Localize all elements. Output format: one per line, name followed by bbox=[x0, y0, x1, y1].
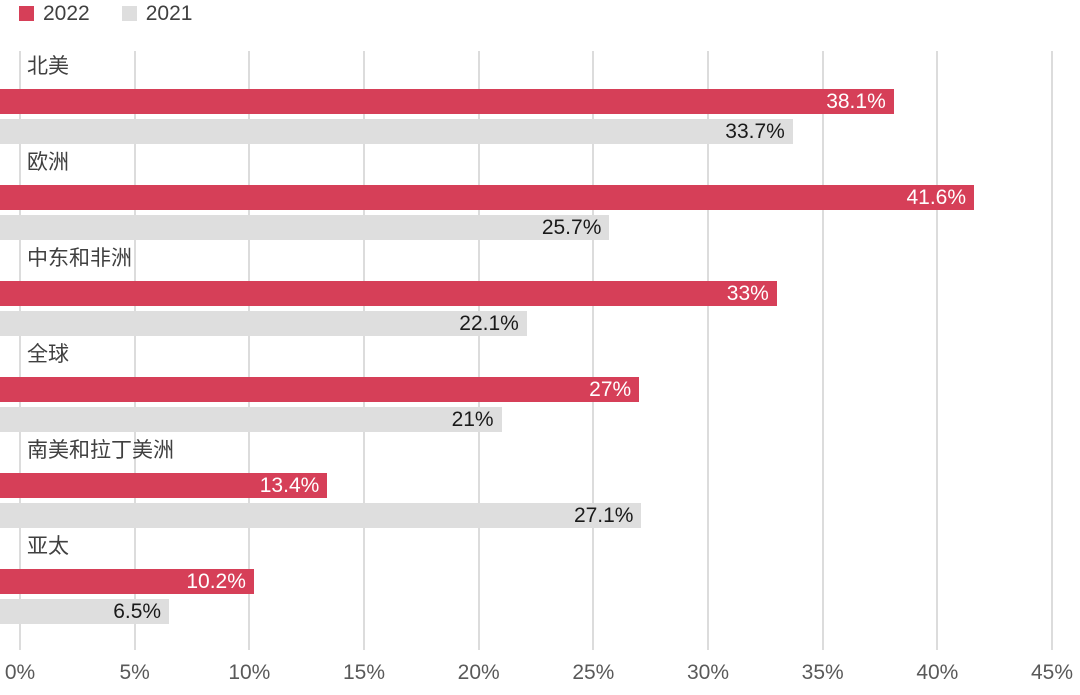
bar-2022[interactable]: 13.4% bbox=[0, 473, 328, 498]
bar-value-label: 13.4% bbox=[259, 473, 320, 497]
x-tick-label: 20% bbox=[457, 661, 500, 684]
category-label: 亚太 bbox=[27, 535, 69, 558]
bar-2021[interactable]: 27.1% bbox=[0, 503, 642, 528]
bar-2022[interactable]: 41.6% bbox=[0, 185, 975, 210]
category-label: 全球 bbox=[27, 343, 69, 366]
gridline bbox=[133, 51, 136, 650]
x-tick-label: 30% bbox=[686, 661, 730, 684]
bar-2022[interactable]: 27% bbox=[0, 377, 640, 402]
gridline bbox=[477, 51, 480, 650]
category-group: 全球 27% 21% bbox=[0, 339, 1080, 435]
x-tick-label: 0% bbox=[4, 661, 36, 684]
bar-2022[interactable]: 38.1% bbox=[0, 89, 894, 114]
bar-2021[interactable]: 21% bbox=[0, 407, 502, 432]
gridline bbox=[19, 51, 21, 650]
bar-value-label: 27% bbox=[589, 377, 632, 401]
bar-value-label: 33% bbox=[726, 281, 769, 305]
bar-value-label: 21% bbox=[451, 407, 494, 431]
bar-value-label: 33.7% bbox=[725, 119, 785, 143]
gridline bbox=[707, 51, 709, 650]
bar-value-label: 22.1% bbox=[459, 311, 519, 335]
bar-2021[interactable]: 25.7% bbox=[0, 215, 610, 240]
legend-label: 2021 bbox=[145, 2, 193, 25]
category-label: 北美 bbox=[27, 55, 69, 78]
bar-value-label: 27.1% bbox=[573, 503, 634, 527]
x-tick-label: 25% bbox=[572, 661, 615, 684]
gridline bbox=[821, 51, 824, 650]
category-group: 中东和非洲 33% 22.1% bbox=[0, 243, 1080, 339]
x-tick-label: 10% bbox=[228, 661, 271, 684]
bar-value-label: 6.5% bbox=[113, 599, 162, 623]
category-group: 欧洲 41.6% 25.7% bbox=[0, 147, 1080, 243]
legend-label: 2022 bbox=[43, 2, 90, 25]
legend-swatch-icon bbox=[19, 6, 34, 21]
x-tick-label: 35% bbox=[801, 661, 844, 684]
category-label: 南美和拉丁美洲 bbox=[27, 439, 174, 462]
x-tick-label: 40% bbox=[916, 661, 959, 684]
bar-2021[interactable]: 33.7% bbox=[0, 119, 793, 144]
bar-2022[interactable]: 10.2% bbox=[0, 569, 254, 594]
x-tick-label: 5% bbox=[119, 661, 150, 684]
bar-value-label: 10.2% bbox=[186, 569, 246, 593]
gridline bbox=[248, 51, 251, 650]
x-tick-label: 15% bbox=[342, 661, 386, 684]
bar-2022[interactable]: 33% bbox=[0, 281, 777, 306]
bar-2021[interactable]: 22.1% bbox=[0, 311, 527, 336]
gridline bbox=[936, 51, 939, 650]
bar-2021[interactable]: 6.5% bbox=[0, 599, 170, 624]
category-group: 北美 38.1% 33.7% bbox=[0, 51, 1080, 147]
gridline bbox=[592, 51, 595, 650]
bar-value-label: 38.1% bbox=[826, 89, 886, 113]
gridline bbox=[363, 51, 365, 650]
legend-swatch-icon bbox=[121, 6, 137, 21]
legend-item-2022[interactable]: 2022 bbox=[19, 3, 90, 24]
bar-value-label: 25.7% bbox=[541, 215, 602, 239]
bar-value-label: 41.6% bbox=[906, 185, 967, 209]
gridline bbox=[1051, 51, 1053, 650]
category-group: 亚太 10.2% 6.5% bbox=[0, 531, 1080, 627]
category-group: 南美和拉丁美洲 13.4% 27.1% bbox=[0, 435, 1080, 531]
legend: 2022 2021 bbox=[19, 3, 192, 24]
x-tick-label: 45% bbox=[1030, 661, 1074, 684]
category-label: 中东和非洲 bbox=[27, 247, 132, 270]
category-label: 欧洲 bbox=[27, 151, 69, 174]
legend-item-2021[interactable]: 2021 bbox=[121, 2, 193, 25]
